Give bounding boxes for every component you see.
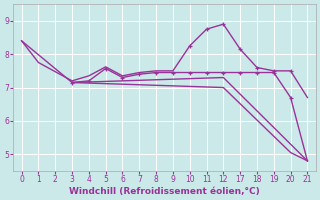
X-axis label: Windchill (Refroidissement éolien,°C): Windchill (Refroidissement éolien,°C) bbox=[69, 187, 260, 196]
